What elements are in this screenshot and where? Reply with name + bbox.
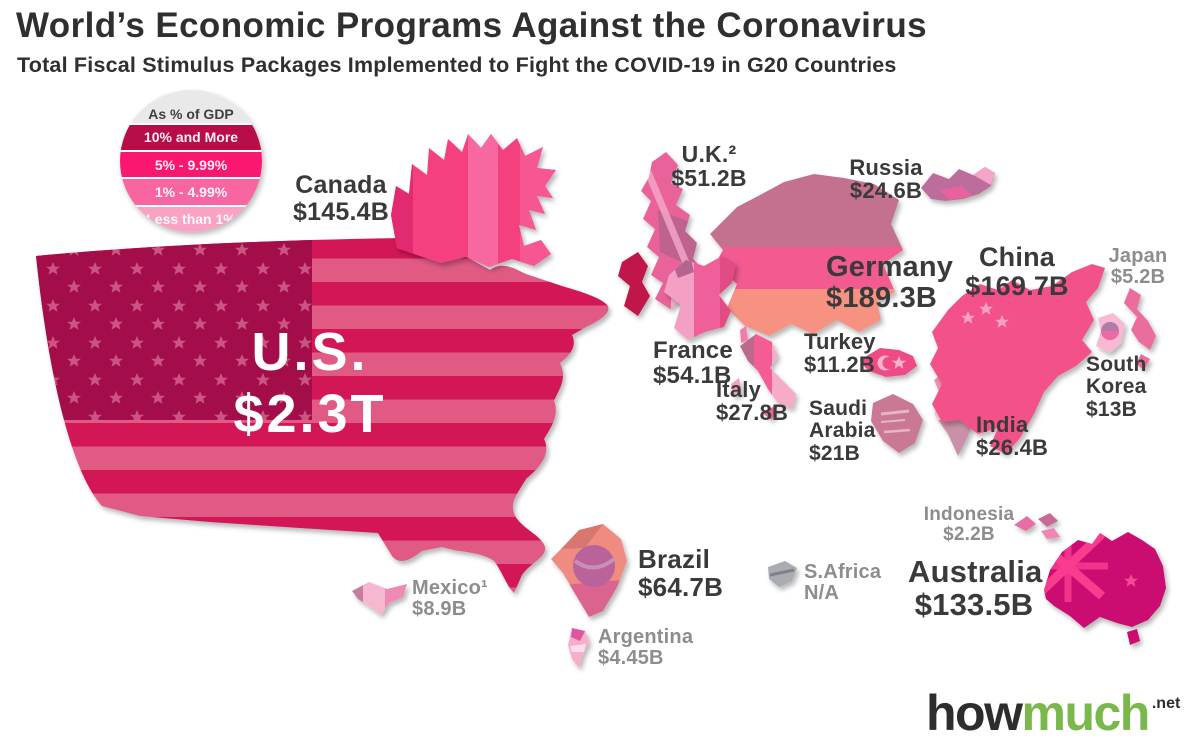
italy-sardinia-shape bbox=[731, 378, 742, 397]
country-name: India bbox=[976, 412, 1029, 437]
india-label: India $26.4B bbox=[976, 413, 1058, 460]
us-label: U.S. $2.3T bbox=[178, 322, 442, 445]
brazil-shape bbox=[551, 524, 627, 617]
country-value: $4.45B bbox=[598, 647, 664, 670]
country-value: $11.2B bbox=[804, 352, 875, 378]
uk-ireland-shape bbox=[618, 252, 650, 316]
country-name: Argentina bbox=[598, 626, 694, 648]
australia-label: Australia $133.5B bbox=[908, 554, 1043, 622]
country-value: $13B bbox=[1086, 397, 1138, 421]
china-shape bbox=[930, 264, 1105, 454]
logo-text-how: how bbox=[926, 685, 1023, 741]
saudi-arabia-shape bbox=[871, 394, 923, 453]
canada-label: Canada $145.4B bbox=[290, 172, 392, 225]
country-value: $189.3B bbox=[826, 281, 938, 314]
south-korea-label: South Korea $13B bbox=[1086, 353, 1168, 421]
country-name: Indonesia bbox=[923, 504, 1015, 525]
country-name: Russia bbox=[849, 155, 923, 180]
australia-tasmania-shape bbox=[1127, 629, 1140, 645]
logo-text-much: much bbox=[1021, 685, 1150, 741]
country-name: South Korea bbox=[1086, 353, 1147, 399]
howmuch-logo[interactable]: howmuch .net bbox=[926, 684, 1180, 742]
indonesia-label: Indonesia $2.2B bbox=[920, 504, 1018, 546]
italy-sicily-shape bbox=[761, 405, 778, 420]
south-korea-shape bbox=[1096, 313, 1125, 353]
country-value: $2.3T bbox=[233, 383, 387, 444]
uk-label: U.K.² $51.2B bbox=[653, 142, 765, 191]
country-name: France bbox=[653, 337, 733, 364]
saudi-arabia-label: Saudi Arabia $21B bbox=[809, 397, 889, 465]
australia-shape bbox=[1044, 532, 1166, 645]
turkey-label: Turkey $11.2B bbox=[804, 330, 886, 377]
france-label: France $54.1B bbox=[653, 338, 745, 389]
japan-shape bbox=[1124, 288, 1156, 370]
page-subtitle: Total Fiscal Stimulus Packages Implement… bbox=[17, 53, 897, 77]
brazil-label: Brazil $64.7B bbox=[638, 544, 738, 602]
country-value: $133.5B bbox=[914, 586, 1034, 622]
country-value: $5.2B bbox=[1110, 266, 1166, 289]
country-name: U.K.² bbox=[681, 141, 737, 167]
country-name: China bbox=[978, 242, 1055, 272]
country-value: $21B bbox=[809, 441, 861, 465]
legend-band-10-and-more: 10% and More bbox=[120, 124, 262, 150]
italy-label: Italy $27.8B bbox=[716, 378, 798, 425]
country-value: $26.4B bbox=[976, 435, 1049, 461]
country-name: Germany bbox=[826, 251, 954, 283]
country-name: Australia bbox=[908, 554, 1043, 589]
country-name: Saudi Arabia bbox=[809, 397, 876, 443]
argentina-shape bbox=[568, 628, 589, 668]
russia-shape bbox=[921, 167, 995, 201]
country-name: Turkey bbox=[804, 329, 876, 354]
japan-label: Japan $5.2B bbox=[1102, 245, 1174, 289]
indonesia-shape bbox=[1014, 513, 1060, 539]
country-value: $145.4B bbox=[293, 197, 389, 226]
country-name: Italy bbox=[716, 377, 762, 402]
country-name: S.Africa bbox=[804, 561, 882, 583]
france-corsica-shape bbox=[740, 326, 748, 343]
south-africa-shape bbox=[768, 561, 797, 587]
legend-band-1-to-4: 1% - 4.99% bbox=[120, 179, 262, 205]
country-name: Canada bbox=[295, 171, 387, 199]
country-value: $2.2B bbox=[943, 524, 995, 546]
country-value: $27.8B bbox=[716, 400, 789, 426]
logo-text-net: .net bbox=[1151, 695, 1181, 712]
country-value: $169.7B bbox=[965, 270, 1069, 301]
page-title: World’s Economic Programs Against the Co… bbox=[16, 6, 927, 45]
gdp-legend: As % of GDP 10% and More 5% - 9.99% 1% -… bbox=[120, 90, 262, 232]
mexico-label: Mexico¹ $8.9B bbox=[412, 577, 504, 621]
country-name: Mexico¹ bbox=[412, 577, 488, 599]
country-value: $8.9B bbox=[412, 598, 467, 621]
argentina-label: Argentina $4.45B bbox=[598, 626, 710, 670]
germany-label: Germany $189.3B bbox=[826, 252, 976, 313]
south-africa-label: S.Africa N/A bbox=[804, 561, 882, 605]
country-value: $24.6B bbox=[849, 178, 923, 204]
country-name: Japan bbox=[1108, 245, 1168, 267]
country-value: N/A bbox=[804, 582, 840, 605]
legend-band-5-to-9: 5% - 9.99% bbox=[120, 152, 262, 178]
country-value: $64.7B bbox=[638, 571, 724, 602]
canada-shape bbox=[391, 134, 556, 267]
russia-label: Russia $24.6B bbox=[843, 156, 929, 203]
china-label: China $169.7B bbox=[958, 243, 1076, 300]
us-stars-icon bbox=[36, 238, 312, 420]
country-name: U.S. bbox=[251, 322, 369, 382]
mexico-shape bbox=[352, 582, 407, 615]
country-value: $51.2B bbox=[671, 165, 747, 192]
country-name: Brazil bbox=[638, 544, 711, 574]
turkey-shape bbox=[861, 348, 917, 377]
country-value: $54.1B bbox=[653, 362, 732, 390]
